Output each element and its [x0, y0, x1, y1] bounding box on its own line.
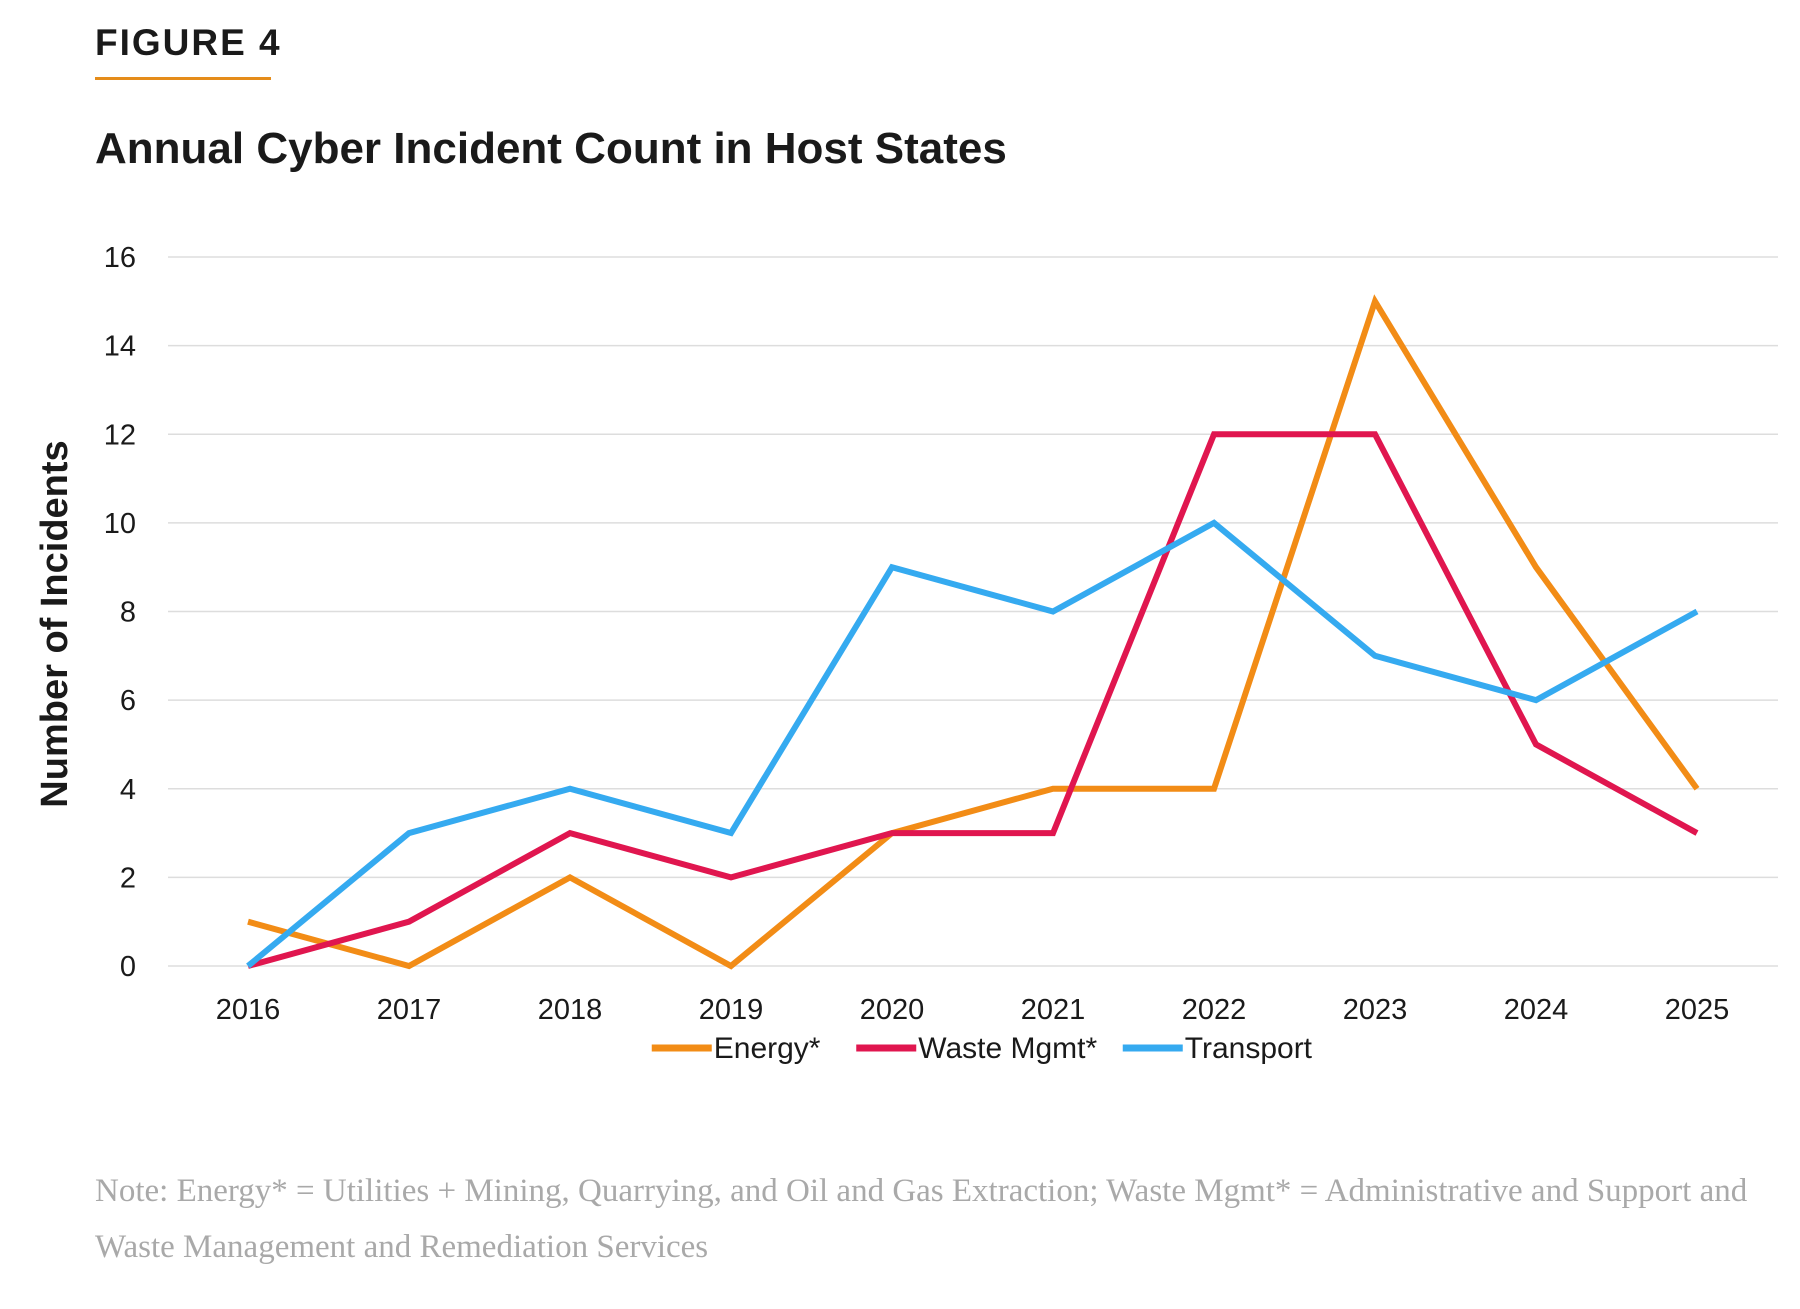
- x-tick-label: 2023: [1343, 994, 1408, 1026]
- y-tick-label: 14: [104, 331, 136, 363]
- y-tick-label: 10: [104, 508, 136, 540]
- y-tick-label: 2: [120, 862, 136, 894]
- y-tick-label: 0: [120, 951, 136, 983]
- legend: Energy* Waste Mgmt* Transport: [651, 1032, 1313, 1065]
- x-tick-label: 2025: [1665, 994, 1730, 1026]
- chart-title: Annual Cyber Incident Count in Host Stat…: [95, 124, 1007, 173]
- figure-label: FIGURE 4: [95, 22, 282, 63]
- footnote: Note: Energy* = Utilities + Mining, Quar…: [95, 1173, 1748, 1265]
- legend-label: Transport: [1185, 1032, 1313, 1065]
- x-tick-label: 2017: [377, 994, 442, 1026]
- y-tick-label: 4: [120, 774, 136, 806]
- figure-label-underline: [95, 77, 271, 80]
- y-tick-label: 12: [104, 419, 136, 451]
- x-tick-label: 2024: [1504, 994, 1569, 1026]
- series-line-energy: [247, 294, 1700, 970]
- x-axis-ticks: 2016 2017 2018 2019 2020 2021 2022 2023 2024 2025: [216, 994, 1730, 1026]
- y-tick-label: 8: [120, 597, 136, 629]
- x-tick-label: 2020: [860, 994, 925, 1026]
- series-line-transport: [246, 519, 1699, 969]
- x-tick-label: 2018: [538, 994, 603, 1026]
- series-lines: [246, 294, 1700, 970]
- legend-label: Energy*: [714, 1032, 821, 1065]
- x-tick-label: 2016: [216, 994, 281, 1026]
- x-tick-label: 2019: [699, 994, 764, 1026]
- x-tick-label: 2022: [1182, 994, 1247, 1026]
- series-line-waste-mgmt: [247, 431, 1699, 969]
- y-axis-ticks: 0 2 4 6 8 10 12 14 16: [104, 242, 136, 983]
- legend-label: Waste Mgmt*: [918, 1032, 1097, 1065]
- y-tick-label: 6: [120, 685, 136, 717]
- gridlines: [168, 256, 1778, 967]
- y-axis-title: Number of Incidents: [34, 440, 76, 807]
- x-tick-label: 2021: [1021, 994, 1086, 1026]
- y-tick-label: 16: [104, 242, 136, 274]
